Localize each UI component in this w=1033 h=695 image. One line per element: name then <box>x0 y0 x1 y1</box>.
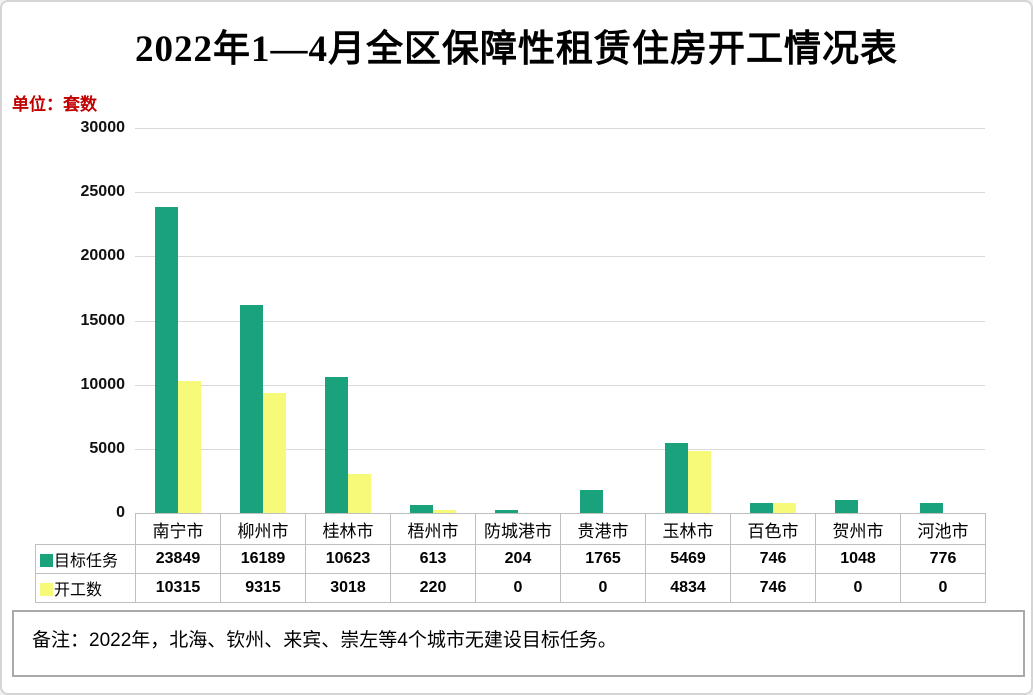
y-axis-tick-label: 0 <box>116 504 125 521</box>
bar-target-8 <box>834 499 858 513</box>
category-group <box>220 128 305 513</box>
y-axis-tick-label: 25000 <box>80 183 126 201</box>
category-group <box>305 128 390 513</box>
city-header-cell: 防城港市 <box>475 513 561 545</box>
bar-target-4 <box>494 510 518 513</box>
value-cell: 4834 <box>645 573 731 603</box>
value-cell: 746 <box>730 573 816 603</box>
gridline <box>135 256 985 258</box>
unit-label: 单位：套数 <box>12 95 97 114</box>
category-group <box>815 128 900 513</box>
city-header-cell: 柳州市 <box>220 513 306 545</box>
value-cell: 746 <box>730 544 816 574</box>
value-cell: 1765 <box>560 544 646 574</box>
footnote-text: 备注：2022年，北海、钦州、来宾、崇左等4个城市无建设目标任务。 <box>32 630 617 651</box>
bar-started-6 <box>687 450 711 513</box>
value-cell: 10623 <box>305 544 391 574</box>
gridline <box>135 128 985 129</box>
category-group <box>560 128 645 513</box>
value-cell: 0 <box>560 573 646 603</box>
value-cell: 10315 <box>135 573 221 603</box>
value-cell: 0 <box>815 573 901 603</box>
city-header-cell: 南宁市 <box>135 513 221 545</box>
value-cell: 0 <box>475 573 561 603</box>
table-row: 目标任务 23849 16189 10623 613 204 1765 5469 746 1048… <box>35 544 986 574</box>
bar-target-2 <box>324 376 348 513</box>
y-axis-tick-label: 20000 <box>80 247 126 265</box>
value-cell: 204 <box>475 544 561 574</box>
value-cell: 5469 <box>645 544 731 574</box>
value-cell: 9315 <box>220 573 306 603</box>
bar-started-1 <box>262 393 286 513</box>
value-cell: 1048 <box>815 544 901 574</box>
page-title: 2022年1—4月全区保障性租赁住房开工情况表 <box>135 29 898 70</box>
series-label-cell: 目标任务 <box>35 544 136 574</box>
gridline <box>135 448 985 450</box>
value-cell: 23849 <box>135 544 221 574</box>
bar-target-3 <box>409 505 433 513</box>
value-cell: 776 <box>900 544 986 574</box>
value-cell: 16189 <box>220 544 306 574</box>
value-cell: 613 <box>390 544 476 574</box>
table-corner-cell <box>36 514 136 545</box>
plot-area: 30000 25000 20000 15000 10000 5000 0 <box>81 119 985 521</box>
city-header-cell: 河池市 <box>900 513 986 545</box>
legend-swatch-icon <box>40 583 53 596</box>
y-axis-tick-label: 10000 <box>80 375 126 393</box>
bar-target-0 <box>154 206 178 513</box>
bar-started-2 <box>347 474 371 513</box>
bar-target-7 <box>749 503 773 513</box>
value-cell: 0 <box>900 573 986 603</box>
bar-target-9 <box>919 503 943 513</box>
category-group <box>475 128 560 513</box>
footnote-box: 备注：2022年，北海、钦州、来宾、崇左等4个城市无建设目标任务。 <box>12 610 1025 677</box>
gridline <box>135 320 985 322</box>
gridline <box>135 384 985 386</box>
gridline <box>135 192 985 194</box>
y-axis-tick-label: 15000 <box>80 311 126 329</box>
y-axis-tick-label: 30000 <box>80 119 126 136</box>
city-header-cell: 桂林市 <box>305 513 391 545</box>
bar-target-6 <box>664 442 688 513</box>
city-header-cell: 梧州市 <box>390 513 476 545</box>
series-label-cell: 开工数 <box>35 573 136 603</box>
city-header-cell: 贵港市 <box>560 513 646 545</box>
table-row: 开工数 10315 9315 3018 220 0 0 4834 746 0 0 <box>35 573 986 603</box>
city-header-cell: 百色市 <box>730 513 816 545</box>
value-cell: 220 <box>390 573 476 603</box>
category-group <box>900 128 985 513</box>
bar-target-1 <box>239 305 263 513</box>
category-group <box>135 128 220 513</box>
bar-started-7 <box>772 503 796 513</box>
city-header-cell: 玉林市 <box>645 513 731 545</box>
category-group <box>730 128 815 513</box>
category-group <box>390 128 475 513</box>
category-group <box>645 128 730 513</box>
legend-swatch-icon <box>40 554 53 567</box>
y-axis-tick-label: 5000 <box>89 439 125 457</box>
bar-started-0 <box>177 380 201 513</box>
bar-started-3 <box>432 510 456 513</box>
data-table: 南宁市 柳州市 桂林市 梧州市 防城港市 贵港市 玉林市 百色市 贺州市 河池市 目标任务 23849… <box>35 513 986 603</box>
city-header-cell: 贺州市 <box>815 513 901 545</box>
value-cell: 3018 <box>305 573 391 603</box>
bar-target-5 <box>579 490 603 513</box>
